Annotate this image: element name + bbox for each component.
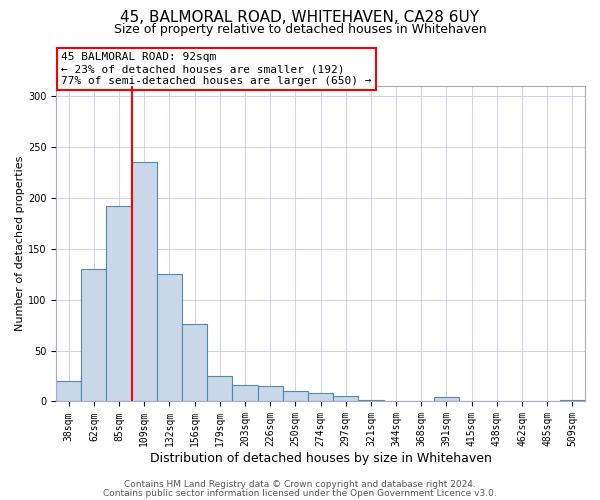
- Bar: [82, 269, 106, 402]
- Bar: [308, 394, 333, 402]
- Bar: [333, 396, 358, 402]
- Y-axis label: Number of detached properties: Number of detached properties: [15, 156, 25, 332]
- Bar: [56, 381, 82, 402]
- Bar: [182, 324, 207, 402]
- Text: Contains public sector information licensed under the Open Government Licence v3: Contains public sector information licen…: [103, 488, 497, 498]
- Text: 45, BALMORAL ROAD, WHITEHAVEN, CA28 6UY: 45, BALMORAL ROAD, WHITEHAVEN, CA28 6UY: [121, 10, 479, 25]
- Bar: [434, 398, 459, 402]
- Bar: [157, 274, 182, 402]
- Bar: [257, 386, 283, 402]
- Text: 45 BALMORAL ROAD: 92sqm
← 23% of detached houses are smaller (192)
77% of semi-d: 45 BALMORAL ROAD: 92sqm ← 23% of detache…: [61, 52, 372, 86]
- Bar: [232, 385, 257, 402]
- Text: Contains HM Land Registry data © Crown copyright and database right 2024.: Contains HM Land Registry data © Crown c…: [124, 480, 476, 489]
- Bar: [131, 162, 157, 402]
- Bar: [283, 392, 308, 402]
- Bar: [560, 400, 585, 402]
- Bar: [106, 206, 131, 402]
- Bar: [358, 400, 383, 402]
- X-axis label: Distribution of detached houses by size in Whitehaven: Distribution of detached houses by size …: [149, 452, 491, 465]
- Bar: [207, 376, 232, 402]
- Text: Size of property relative to detached houses in Whitehaven: Size of property relative to detached ho…: [113, 22, 487, 36]
